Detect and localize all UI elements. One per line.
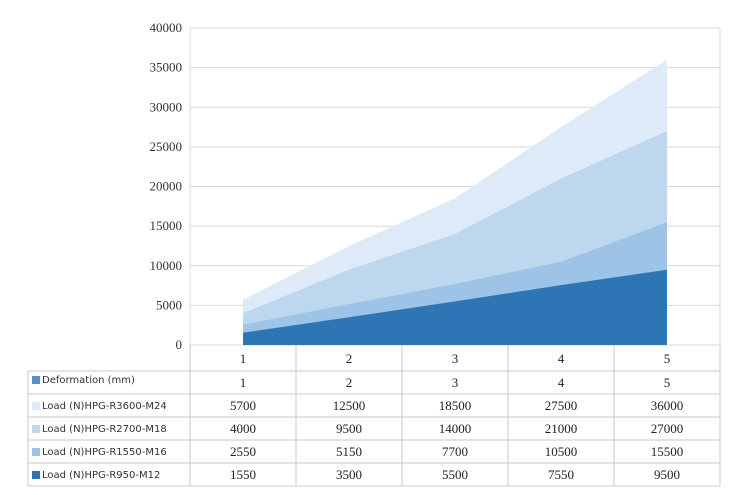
table-cell: 2 — [346, 375, 353, 390]
table-cell: 1550 — [230, 467, 256, 482]
y-tick-label: 0 — [176, 337, 183, 352]
legend-swatch-1 — [32, 402, 40, 410]
table-cell: 5 — [664, 375, 671, 390]
table-cell: 9500 — [336, 421, 362, 436]
legend-swatch-3 — [32, 448, 40, 456]
table-cell: 1 — [240, 375, 247, 390]
legend-swatch-2 — [32, 425, 40, 433]
table-cell: 4 — [558, 375, 565, 390]
y-axis-ticks: 0 5000 10000 15000 20000 25000 30000 35000 40000 — [150, 20, 183, 352]
data-table: 1 2 3 4 5 Deformation (mm) 1 2 3 4 5 Load (N)HPG-R3… — [27, 345, 721, 487]
table-cell: 12500 — [333, 398, 366, 413]
legend-label: Load (N)HPG-R1550-M16 — [42, 447, 167, 458]
table-cell: 2550 — [230, 444, 256, 459]
table-cell: 27500 — [545, 398, 578, 413]
table-cell: 9500 — [654, 467, 680, 482]
legend-label: Deformation (mm) — [42, 375, 135, 386]
table-cell: 21000 — [545, 421, 578, 436]
y-tick-label: 30000 — [150, 99, 183, 114]
y-tick-label: 10000 — [150, 258, 183, 273]
y-tick-label: 5000 — [156, 297, 182, 312]
legend-swatch-0 — [32, 376, 40, 384]
y-tick-label: 25000 — [150, 139, 183, 154]
y-tick-label: 20000 — [150, 179, 183, 194]
table-cell: 15500 — [651, 444, 684, 459]
table-cell: 7550 — [548, 467, 574, 482]
x-tick-label: 1 — [240, 351, 247, 366]
table-cell: 10500 — [545, 444, 578, 459]
table-cell: 5700 — [230, 398, 256, 413]
x-tick-label: 4 — [558, 351, 565, 366]
area-series-3 — [243, 269, 667, 345]
table-cell: 4000 — [230, 421, 256, 436]
table-cell: 7700 — [442, 444, 468, 459]
legend-label: Load (N)HPG-R950-M12 — [42, 470, 160, 481]
table-cell: 5500 — [442, 467, 468, 482]
table-cell: 3 — [452, 375, 459, 390]
x-tick-label: 2 — [346, 351, 353, 366]
x-tick-label: 5 — [664, 351, 671, 366]
y-tick-label: 40000 — [150, 20, 183, 35]
x-tick-label: 3 — [452, 351, 459, 366]
y-tick-label: 15000 — [150, 218, 183, 233]
table-cell: 27000 — [651, 421, 684, 436]
table-cell: 36000 — [651, 398, 684, 413]
y-tick-label: 35000 — [150, 60, 183, 75]
table-cell: 3500 — [336, 467, 362, 482]
area-series — [243, 59, 667, 345]
table-cell: 18500 — [439, 398, 472, 413]
legend-swatch-4 — [32, 471, 40, 479]
table-cell: 14000 — [439, 421, 472, 436]
legend-label: Load (N)HPG-R3600-M24 — [42, 401, 167, 412]
table-cell: 5150 — [336, 444, 362, 459]
legend-label: Load (N)HPG-R2700-M18 — [42, 424, 167, 435]
